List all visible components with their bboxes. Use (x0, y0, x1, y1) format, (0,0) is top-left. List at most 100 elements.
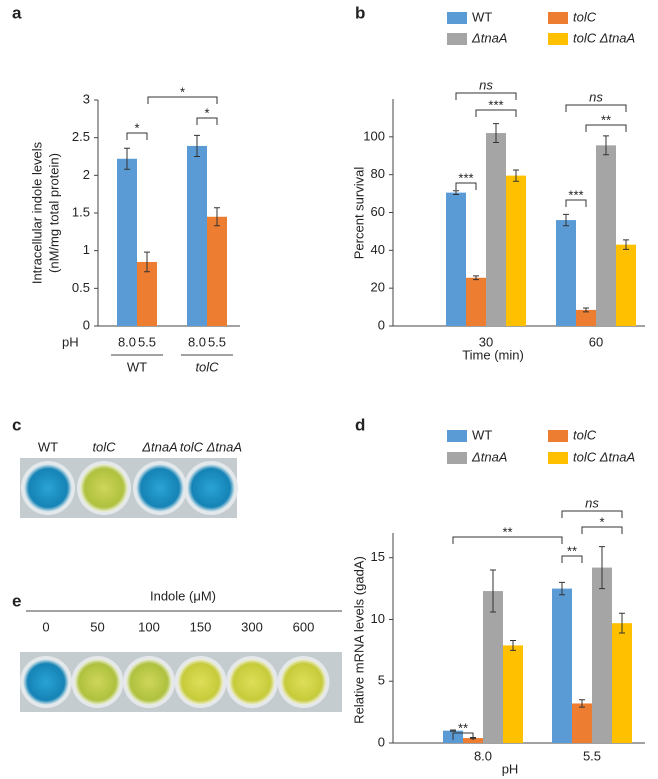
error-bar (623, 239, 629, 250)
x-tick-label: 30 (479, 334, 493, 349)
y-axis-label: Percent survival (351, 167, 366, 260)
significance-label: *** (488, 97, 503, 112)
legend-swatch (548, 12, 568, 24)
significance-bracket (196, 117, 218, 125)
well (74, 659, 121, 705)
x-tick-label: 5.5 (583, 748, 601, 763)
legend-label: WT (472, 427, 492, 442)
y-tick-label: 40 (371, 242, 385, 257)
x-axis-label: pH (502, 761, 519, 776)
well-label: ΔtnaA (141, 439, 177, 454)
well-label: 50 (90, 619, 104, 634)
bar (576, 309, 596, 326)
well-label: 0 (42, 619, 49, 634)
significance-bracket (452, 536, 563, 544)
error-bar (453, 190, 459, 196)
bar (506, 175, 526, 326)
significance-label: ns (589, 89, 603, 104)
well-label: WT (38, 439, 58, 454)
panel-letter: e (12, 591, 21, 610)
legend-label: tolC ΔtnaA (573, 30, 635, 45)
y-tick-label: 20 (371, 280, 385, 295)
significance-bracket (452, 732, 474, 740)
panel-title: Indole (μM) (150, 588, 216, 603)
significance-label: ns (585, 495, 599, 510)
x-group-label: WT (127, 359, 147, 374)
significance-label: * (134, 120, 139, 135)
significance-label: *** (458, 170, 473, 185)
well (80, 464, 128, 512)
well-label: tolC (92, 439, 116, 454)
y-axis-label: Intracellular indole levels (29, 141, 44, 284)
legend-swatch (447, 430, 467, 442)
error-bar (583, 307, 589, 313)
x-group-label: tolC (195, 359, 219, 374)
well-label: 150 (190, 619, 212, 634)
error-bar (513, 169, 519, 182)
panel-letter: d (355, 415, 365, 434)
y-tick-label: 0 (378, 317, 385, 332)
bar (556, 220, 576, 326)
y-tick-label: 0 (83, 317, 90, 332)
significance-bracket (126, 132, 148, 140)
y-tick-label: 5 (378, 673, 385, 688)
bar (463, 738, 483, 743)
well (24, 464, 72, 512)
y-tick-label: 60 (371, 204, 385, 219)
bar (612, 623, 632, 743)
error-bar (124, 147, 130, 170)
significance-label: * (204, 105, 209, 120)
y-tick-label: 15 (371, 549, 385, 564)
significance-bracket (581, 526, 623, 534)
legend-label: tolC (573, 427, 597, 442)
legend-label: tolC (573, 9, 597, 24)
x-sub-label: 5.5 (138, 334, 156, 349)
error-bar (559, 581, 565, 596)
significance-bracket (565, 199, 587, 207)
bar (117, 158, 137, 326)
error-bar (603, 135, 609, 156)
bar (572, 703, 592, 743)
x-sub-label: 5.5 (208, 334, 226, 349)
error-bar (510, 639, 516, 651)
bar (503, 645, 523, 743)
error-bar (599, 546, 605, 590)
error-bar (563, 213, 569, 227)
well-label: 300 (241, 619, 263, 634)
legend-swatch (447, 452, 467, 464)
x-tick-label: 8.0 (474, 748, 492, 763)
significance-bracket (475, 109, 517, 117)
legend-swatch (548, 430, 568, 442)
well-label: 100 (138, 619, 160, 634)
bar (187, 145, 207, 326)
bar (552, 588, 572, 743)
panel-letter: b (355, 3, 365, 22)
significance-bracket (147, 96, 218, 104)
legend-swatch (548, 33, 568, 45)
y-tick-label: 1 (83, 242, 90, 257)
significance-label: ns (479, 77, 493, 92)
legend-label: ΔtnaA (471, 449, 507, 464)
significance-bracket (565, 104, 627, 112)
x-sub-label: 8.0 (118, 334, 136, 349)
bar (137, 261, 157, 326)
y-tick-label: 1.5 (72, 204, 90, 219)
significance-label: * (599, 514, 604, 529)
legend-label: ΔtnaA (471, 30, 507, 45)
well (187, 464, 235, 512)
well (23, 659, 69, 705)
y-tick-label: 100 (363, 128, 385, 143)
bar (446, 192, 466, 326)
well-label: tolC ΔtnaA (180, 439, 242, 454)
x-axis-label: Time (min) (462, 347, 524, 362)
x-sub-label: 8.0 (188, 334, 206, 349)
error-bar (450, 729, 456, 732)
well (136, 464, 184, 512)
bar (466, 277, 486, 326)
error-bar (619, 612, 625, 634)
error-bar (214, 207, 220, 227)
y-axis-label: Relative mRNA levels (gadA) (351, 556, 366, 724)
significance-bracket (561, 510, 623, 518)
panel-letter: c (12, 415, 21, 434)
legend-swatch (447, 12, 467, 24)
